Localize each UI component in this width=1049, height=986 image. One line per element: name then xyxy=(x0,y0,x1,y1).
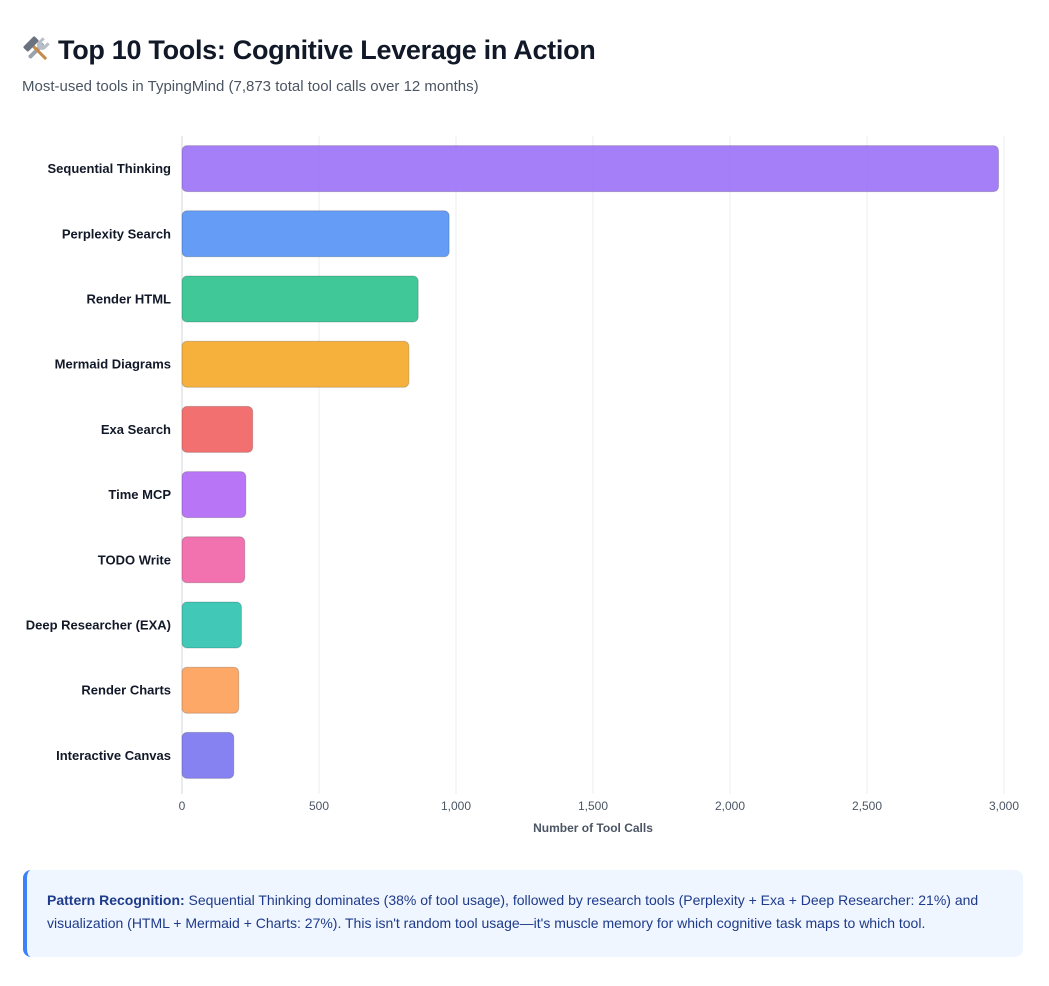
insight-body: Sequential Thinking dominates (38% of to… xyxy=(47,892,979,931)
bar-chart: Sequential Thinking Perplexity Search Rend… xyxy=(26,136,1020,835)
category-label: Time MCP xyxy=(108,487,171,502)
x-tick-label: 1,000 xyxy=(441,799,471,813)
bar xyxy=(181,145,1000,193)
x-tick-label: 500 xyxy=(309,799,329,813)
bar xyxy=(181,731,235,779)
bar xyxy=(181,601,242,649)
x-tick-label: 3,000 xyxy=(989,799,1019,813)
bar xyxy=(181,340,410,388)
bar xyxy=(181,275,419,323)
category-label: Deep Researcher (EXA) xyxy=(26,618,171,633)
category-label: Render HTML xyxy=(87,292,172,307)
bar xyxy=(181,666,240,714)
category-label: Exa Search xyxy=(101,422,171,437)
x-tick-label: 0 xyxy=(179,799,186,813)
category-label: Perplexity Search xyxy=(62,226,171,241)
category-label: Interactive Canvas xyxy=(56,748,171,763)
category-label: Render Charts xyxy=(81,683,171,698)
category-label: Mermaid Diagrams xyxy=(55,357,171,372)
bar xyxy=(181,405,254,453)
bar xyxy=(181,471,247,519)
page-subtitle: Most-used tools in TypingMind (7,873 tot… xyxy=(22,78,479,95)
bar xyxy=(181,536,246,584)
hammer-and-wrench-icon xyxy=(23,36,50,60)
bars xyxy=(181,145,1000,779)
category-label: TODO Write xyxy=(98,552,171,567)
x-tick-label: 2,000 xyxy=(715,799,745,813)
category-label: Sequential Thinking xyxy=(47,161,171,176)
x-tick-label: 1,500 xyxy=(578,799,608,813)
category-labels: Sequential Thinking Perplexity Search Rend… xyxy=(26,161,172,763)
page-title: Top 10 Tools: Cognitive Leverage in Acti… xyxy=(58,35,596,65)
insight-callout: Pattern Recognition: Sequential Thinking… xyxy=(23,870,1023,957)
title-row: Top 10 Tools: Cognitive Leverage in Acti… xyxy=(22,32,596,68)
insight-heading: Pattern Recognition: xyxy=(47,892,185,908)
x-axis-ticks: 0 500 1,000 1,500 2,000 2,500 3,000 xyxy=(179,799,1020,813)
x-axis-title: Number of Tool Calls xyxy=(533,821,653,835)
bar xyxy=(181,210,450,258)
x-tick-label: 2,500 xyxy=(852,799,882,813)
